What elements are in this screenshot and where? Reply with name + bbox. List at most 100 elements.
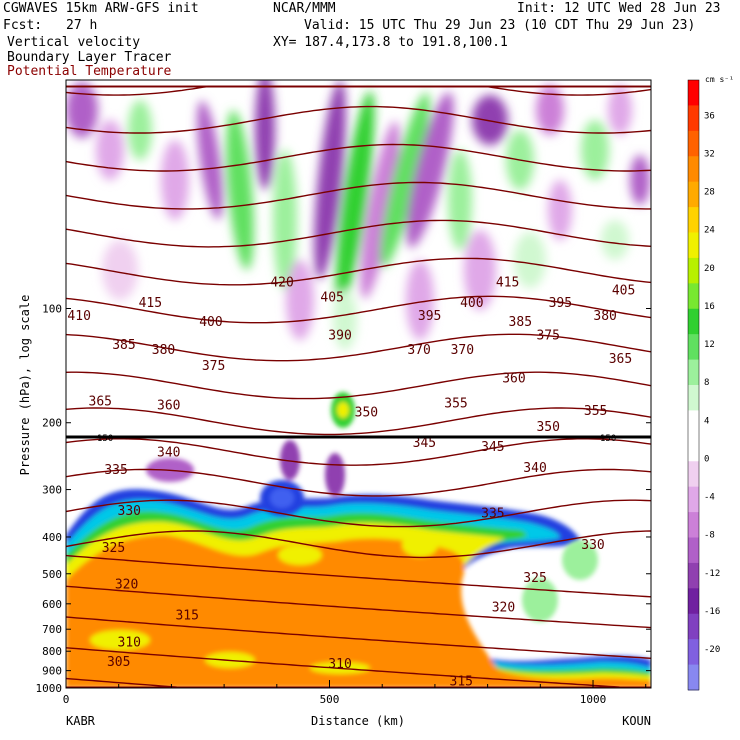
colorbar-tick-label: 24 <box>704 226 715 236</box>
colorbar-tick-label: 16 <box>704 302 715 312</box>
theta-contour <box>66 143 651 172</box>
colorbar-swatch <box>688 385 699 411</box>
theta-label: 415 <box>496 276 519 291</box>
theta-labels: 420 415 415 410 405 405 400 400 395 395 390 385 385 3… <box>67 276 635 690</box>
y-tick-label: 400 <box>42 531 62 544</box>
theta-contour <box>66 219 651 248</box>
x-tick-label: 0 <box>63 693 70 706</box>
theta-label: 330 <box>581 538 604 553</box>
colorbar-swatch <box>688 257 699 284</box>
colorbar-swatch <box>688 562 699 589</box>
right-endpoint-label: KOUN <box>622 714 651 728</box>
colorbar-swatch <box>688 105 699 132</box>
x-axis: 0 500 1000 <box>63 680 647 706</box>
theta-label: 330 <box>118 504 141 519</box>
theta-label: 335 <box>481 507 504 522</box>
colorbar-swatch <box>688 334 699 361</box>
y-tick-label: 200 <box>42 417 62 430</box>
colorbar-tick-label: -8 <box>704 531 715 541</box>
cross-section-endpoints: XY= 187.4,173.8 to 191.8,100.1 <box>273 35 508 50</box>
theta-label: 395 <box>418 309 441 324</box>
theta-label: 325 <box>102 541 125 556</box>
theta-label: 365 <box>89 395 112 410</box>
theta-label: 365 <box>609 352 632 367</box>
colorbar-tick-label: 36 <box>704 111 715 121</box>
model-title: CGWAVES 15km ARW-GFS init <box>3 1 199 16</box>
theta-label: 380 <box>593 309 616 324</box>
theta-label: 325 <box>523 571 546 586</box>
theta-label: 395 <box>549 296 572 311</box>
theta-contour <box>66 499 651 528</box>
colorbar-swatch <box>688 639 699 666</box>
forecast-hour-label: Fcst: <box>3 18 43 33</box>
colorbar-tick-label: 4 <box>704 416 709 426</box>
theta-label: 350 <box>355 406 378 421</box>
field-boundary-layer-tracer: Boundary Layer Tracer <box>7 50 172 65</box>
colorbar-swatch <box>688 232 699 259</box>
forecast-hour-value: 27 h <box>66 18 98 33</box>
colorbar-swatch <box>688 461 699 488</box>
theta-label: 340 <box>523 461 546 476</box>
theta-contour <box>66 371 651 400</box>
theta-label: 320 <box>115 577 138 592</box>
vertical-velocity-field <box>66 80 651 688</box>
valid-time: Valid: 15 UTC Thu 29 Jun 23 (10 CDT Thu … <box>304 18 696 33</box>
theta-contour <box>66 468 651 497</box>
colorbar-swatch <box>688 435 699 462</box>
theta-contour <box>66 554 651 598</box>
colorbar-swatch <box>688 207 699 233</box>
colorbar-swatch <box>688 512 699 538</box>
theta-label: 340 <box>157 445 180 460</box>
theta-contour <box>66 677 651 688</box>
colorbar-swatch <box>688 537 699 564</box>
y-tick-label: 500 <box>42 568 62 581</box>
theta-contour <box>66 407 651 436</box>
theta-contour <box>66 295 651 324</box>
x-tick-label: 1000 <box>580 693 607 706</box>
colorbar-swatch <box>688 664 699 691</box>
colorbar-tick-label: 8 <box>704 378 709 388</box>
colorbar-swatch <box>688 80 699 106</box>
colorbar-tick-label: -16 <box>704 607 720 617</box>
colorbar-tick-label: 0 <box>704 454 709 464</box>
colorbar-swatch <box>688 181 699 208</box>
colorbar-frame <box>687 79 700 691</box>
theta-label: 305 <box>107 655 130 670</box>
theta-label: 375 <box>536 328 559 343</box>
theta-contours <box>66 85 651 688</box>
theta-label: 350 <box>536 420 559 435</box>
colorbar-swatch <box>688 613 699 640</box>
theta-label: 400 <box>460 296 483 311</box>
colorbar-tick-label: -12 <box>704 569 720 579</box>
x-tick-label: 500 <box>320 693 340 706</box>
theta-label: 380 <box>152 343 175 358</box>
theta-label: 375 <box>202 359 225 374</box>
theta-label: 390 <box>328 328 351 343</box>
colorbar-swatch <box>688 410 699 437</box>
theta-contour <box>66 257 651 286</box>
theta-label: 310 <box>118 636 141 651</box>
theta-label: 385 <box>112 338 135 353</box>
theta-contour <box>66 438 651 466</box>
colorbar-tick-label: 32 <box>704 149 715 159</box>
theta-label: 370 <box>451 343 474 358</box>
theta-contour <box>66 333 651 362</box>
y-tick-label: 700 <box>42 623 62 636</box>
theta-contour <box>66 105 651 134</box>
tropopause-label-left: 150 <box>97 434 113 444</box>
colorbar-tick-label: -20 <box>704 645 720 655</box>
y-tick-label: 300 <box>42 484 62 497</box>
theta-label: 335 <box>104 463 127 478</box>
theta-label: 355 <box>444 397 467 412</box>
colorbar-swatch <box>688 486 699 513</box>
colorbar-swatch <box>688 156 699 183</box>
colorbar-tick-label: 12 <box>704 340 715 350</box>
theta-contour <box>66 616 651 659</box>
colorbar-swatch <box>688 130 699 157</box>
theta-contour <box>66 585 651 629</box>
theta-label: 410 <box>67 309 90 324</box>
theta-contour <box>66 181 651 210</box>
theta-label: 345 <box>413 436 436 451</box>
y-tick-label: 900 <box>42 665 62 678</box>
